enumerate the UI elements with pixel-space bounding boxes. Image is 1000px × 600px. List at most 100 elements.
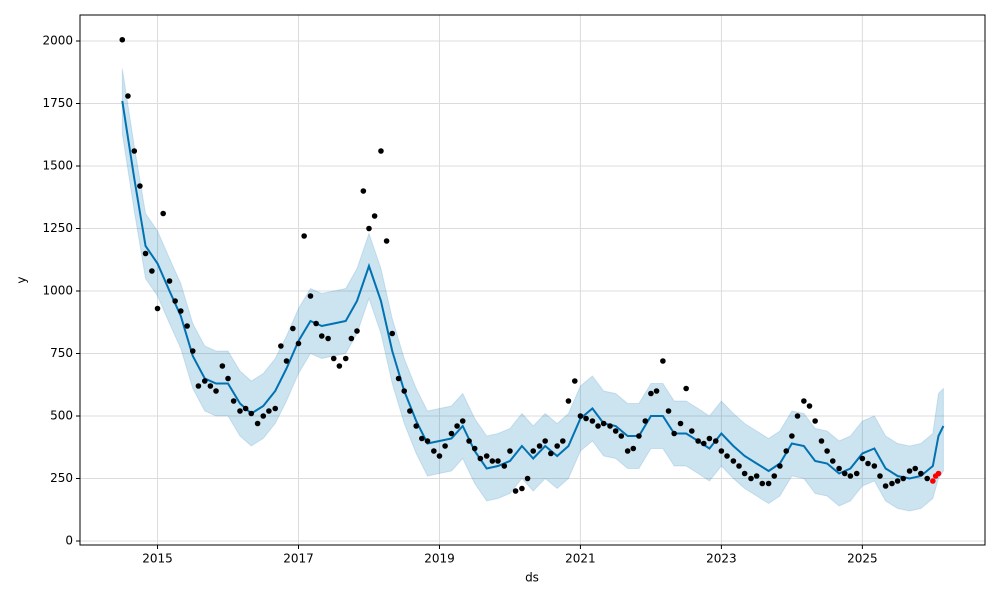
data-point xyxy=(801,398,807,404)
data-point xyxy=(177,308,184,314)
data-point xyxy=(213,388,219,394)
data-point xyxy=(395,375,402,382)
data-point xyxy=(859,455,866,462)
data-point xyxy=(688,428,695,434)
data-point xyxy=(818,438,825,444)
data-point xyxy=(748,475,754,482)
data-point xyxy=(172,298,178,304)
y-tick-label: 0 xyxy=(65,534,73,548)
data-point xyxy=(195,383,202,389)
data-point xyxy=(583,415,589,422)
data-point xyxy=(307,293,314,299)
data-point xyxy=(882,483,889,489)
data-point xyxy=(712,438,719,444)
data-point xyxy=(935,470,942,477)
data-point xyxy=(759,480,766,487)
data-point xyxy=(589,418,596,424)
data-point xyxy=(477,455,484,462)
data-point xyxy=(618,433,625,439)
data-point xyxy=(260,413,267,419)
data-point xyxy=(189,348,196,354)
data-point xyxy=(671,430,677,437)
data-point xyxy=(865,460,871,467)
data-point xyxy=(154,305,161,312)
y-tick-label: 500 xyxy=(50,409,73,423)
data-point xyxy=(607,423,613,429)
data-point xyxy=(554,443,560,449)
x-tick-label: 2017 xyxy=(283,552,314,566)
data-point xyxy=(342,355,349,362)
data-point xyxy=(219,363,226,369)
y-tick-label: 1000 xyxy=(42,284,73,298)
x-tick-label: 2021 xyxy=(565,552,596,566)
data-point xyxy=(900,475,907,482)
data-point xyxy=(371,213,378,219)
x-tick-label: 2015 xyxy=(142,552,173,566)
data-point xyxy=(489,458,496,464)
data-point xyxy=(137,183,143,189)
data-point xyxy=(724,453,730,459)
data-point xyxy=(612,428,619,434)
data-point xyxy=(653,388,660,394)
y-tick-label: 250 xyxy=(50,471,73,485)
data-point xyxy=(413,423,420,429)
data-point xyxy=(571,378,578,384)
data-point xyxy=(530,448,537,454)
data-point xyxy=(318,333,325,339)
data-point xyxy=(536,443,543,449)
data-point xyxy=(630,445,637,452)
data-point xyxy=(125,93,131,99)
data-point xyxy=(847,473,854,479)
data-point xyxy=(119,36,126,43)
data-point xyxy=(501,463,508,469)
data-point xyxy=(794,413,801,419)
data-point xyxy=(254,420,261,427)
data-point xyxy=(248,410,255,417)
data-point xyxy=(730,458,737,464)
data-point xyxy=(225,375,231,382)
data-point xyxy=(741,470,748,477)
data-point xyxy=(366,225,372,232)
data-point xyxy=(930,478,936,484)
data-point xyxy=(483,453,490,459)
data-point xyxy=(389,330,396,337)
data-point xyxy=(283,358,290,364)
data-point xyxy=(918,470,924,477)
data-point xyxy=(201,378,208,384)
y-tick-label: 750 xyxy=(50,346,73,360)
data-point xyxy=(765,480,772,487)
data-point xyxy=(166,278,173,284)
data-point xyxy=(149,268,155,274)
data-point xyxy=(512,488,519,494)
forecast-line xyxy=(121,100,945,480)
data-point xyxy=(278,343,284,349)
x-tick-label: 2019 xyxy=(424,552,455,566)
data-point xyxy=(783,448,790,454)
data-point xyxy=(853,470,860,477)
data-point xyxy=(683,385,689,392)
y-tick-label: 2000 xyxy=(42,34,73,48)
data-point xyxy=(753,473,760,479)
data-point xyxy=(466,438,472,444)
data-point xyxy=(519,485,525,492)
data-point xyxy=(354,328,360,334)
data-point xyxy=(424,438,431,444)
data-point xyxy=(841,470,848,477)
data-point xyxy=(600,420,607,427)
x-tick-label: 2025 xyxy=(847,552,878,566)
data-point xyxy=(548,450,554,457)
data-point xyxy=(624,448,631,454)
uncertainty-band xyxy=(121,68,944,512)
data-point xyxy=(565,398,572,404)
data-point xyxy=(677,420,684,427)
data-point xyxy=(906,468,913,474)
data-point xyxy=(718,448,725,454)
data-point xyxy=(771,473,778,479)
data-point xyxy=(131,148,138,154)
data-point xyxy=(142,250,149,257)
data-point xyxy=(660,358,666,364)
data-point xyxy=(577,413,584,419)
data-point xyxy=(806,403,813,409)
data-point xyxy=(378,148,384,154)
data-point xyxy=(542,438,548,444)
